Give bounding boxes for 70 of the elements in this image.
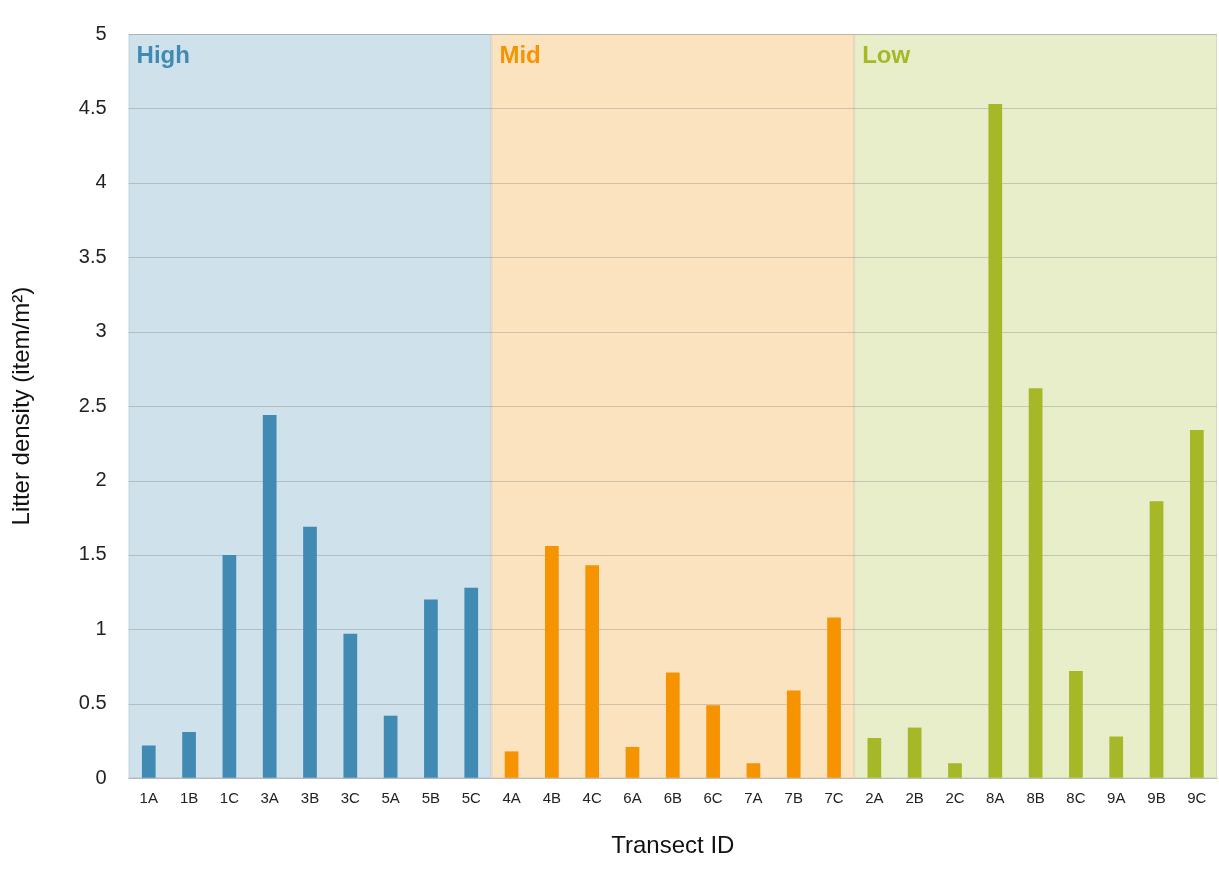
band-label: Low <box>862 40 911 68</box>
y-tick-label: 1.5 <box>78 542 107 565</box>
x-tick-label: 3A <box>260 789 279 807</box>
x-tick-label: 7C <box>824 789 844 807</box>
x-axis-title: Transect ID <box>611 831 735 859</box>
x-tick-label: 1C <box>219 789 240 807</box>
bar <box>625 746 640 778</box>
bar <box>1109 736 1124 778</box>
bar <box>706 705 720 778</box>
x-tick-label: 2B <box>905 789 924 807</box>
bar <box>1028 388 1043 778</box>
bar <box>303 526 317 778</box>
bar <box>262 415 277 778</box>
y-tick-label: 2 <box>95 468 107 491</box>
bar <box>464 587 479 778</box>
bar <box>665 672 680 778</box>
x-tick-label: 2C <box>945 789 965 807</box>
x-tick-label: 6A <box>623 789 642 807</box>
bar <box>424 599 438 778</box>
x-tick-label: 8B <box>1026 789 1045 807</box>
bar <box>1069 671 1083 778</box>
bar <box>786 690 801 778</box>
x-tick-label: 4C <box>582 789 602 807</box>
y-tick-label: 4.5 <box>78 95 107 118</box>
y-tick-label: 3.5 <box>78 244 107 267</box>
y-tick-label: 5 <box>95 21 107 44</box>
x-tick-label: 7A <box>744 789 763 807</box>
bar <box>383 715 398 778</box>
bar <box>746 763 761 778</box>
x-tick-label: 1A <box>139 789 158 807</box>
bar <box>1149 501 1164 778</box>
bar <box>988 103 1003 778</box>
y-tick-label: 4 <box>95 170 107 193</box>
y-tick-label: 2.5 <box>78 393 107 416</box>
bar <box>222 554 237 778</box>
bar <box>585 565 600 778</box>
x-tick-label: 3B <box>300 789 320 807</box>
x-tick-label: 6B <box>663 789 682 807</box>
x-tick-label: 8C <box>1066 789 1086 807</box>
x-tick-label: 2A <box>865 789 884 807</box>
x-tick-label: 8A <box>986 789 1005 807</box>
x-tick-label: 5B <box>421 789 441 807</box>
bar <box>141 745 156 778</box>
x-tick-label: 4B <box>542 789 562 807</box>
band-label: Mid <box>499 40 541 68</box>
band-label: High <box>136 40 190 68</box>
bar <box>182 732 196 778</box>
x-tick-label: 5C <box>461 789 481 807</box>
x-tick-label: 9B <box>1147 789 1166 807</box>
y-tick-label: 3 <box>95 319 107 342</box>
bar <box>907 727 922 778</box>
x-tick-label: 9A <box>1107 789 1126 807</box>
y-tick-label: 1 <box>95 616 107 639</box>
bar <box>545 546 559 778</box>
x-tick-label: 5A <box>381 789 400 807</box>
y-tick-label: 0.5 <box>78 691 107 714</box>
bar <box>504 751 519 778</box>
y-tick-label: 0 <box>95 765 107 788</box>
bar <box>1189 429 1204 778</box>
bar <box>827 617 841 778</box>
x-tick-label: 9C <box>1187 789 1207 807</box>
x-tick-label: 3C <box>340 789 361 807</box>
y-axis-title: Litter density (item/m²) <box>7 286 35 526</box>
bar <box>867 738 882 778</box>
x-tick-label: 6C <box>703 789 723 807</box>
bar <box>948 763 962 778</box>
bar <box>343 633 358 778</box>
x-tick-label: 1B <box>179 789 199 807</box>
x-tick-label: 7B <box>784 789 803 807</box>
x-tick-label: 4A <box>502 789 521 807</box>
